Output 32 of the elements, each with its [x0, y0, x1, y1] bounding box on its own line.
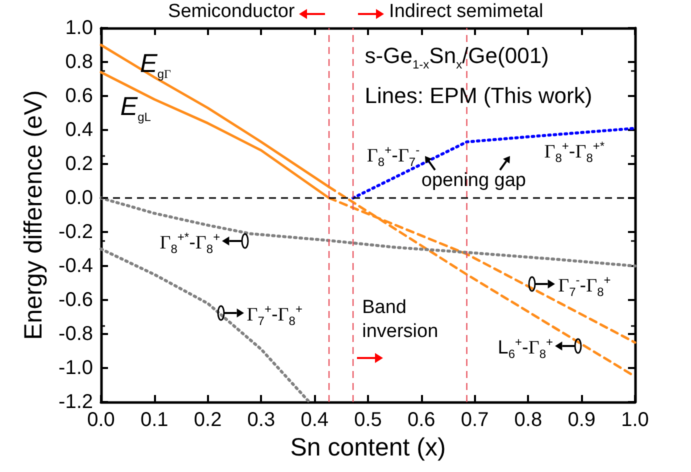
x-tick-label: 0.1	[140, 409, 168, 431]
annotation: Lines: EPM (This work)	[364, 83, 592, 108]
annotation: opening gap	[421, 170, 526, 191]
x-tick-label: 0.4	[300, 409, 329, 431]
y-tick-label: 0.0	[65, 187, 93, 209]
y-tick-label: -0.2	[58, 221, 93, 243]
y-tick-label: 0.2	[65, 153, 93, 175]
x-tick-label: 0.7	[460, 409, 489, 431]
y-tick-label: 0.4	[65, 119, 93, 141]
x-tick-label: 0.2	[194, 409, 222, 431]
y-tick-label: -1.0	[58, 357, 93, 379]
x-tick-label: 0.5	[354, 409, 382, 431]
line-series	[352, 126, 636, 200]
ref-line-label: Indirect semimetal	[389, 1, 544, 22]
x-tick-label: 1.0	[621, 409, 649, 431]
x-axis-title: Sn content (x)	[290, 433, 446, 462]
annotation: s-Ge$_{1-x}$Sn$_{x}$/Ge(001)	[364, 43, 549, 72]
y-axis-title: Energy difference (eV)	[20, 90, 48, 340]
ref-line-label: Semiconductor	[168, 1, 295, 22]
annotation: E$_{gL}$	[120, 91, 151, 124]
line-series	[100, 196, 636, 268]
annotation: Band inversion	[362, 296, 440, 344]
y-tick-label: -0.6	[58, 289, 93, 311]
y-tick-label: -0.8	[58, 323, 93, 345]
y-tick-label: -0.4	[58, 255, 93, 277]
y-tick-label: 0.8	[65, 51, 93, 73]
y-tick-label: 1.0	[65, 17, 93, 39]
x-tick-label: 0.9	[568, 409, 596, 431]
x-tick-label: 0.6	[407, 409, 436, 431]
x-tick-label: 0.3	[247, 409, 276, 431]
x-tick-label: 0.8	[514, 409, 542, 431]
y-tick-label: 0.6	[65, 85, 93, 107]
